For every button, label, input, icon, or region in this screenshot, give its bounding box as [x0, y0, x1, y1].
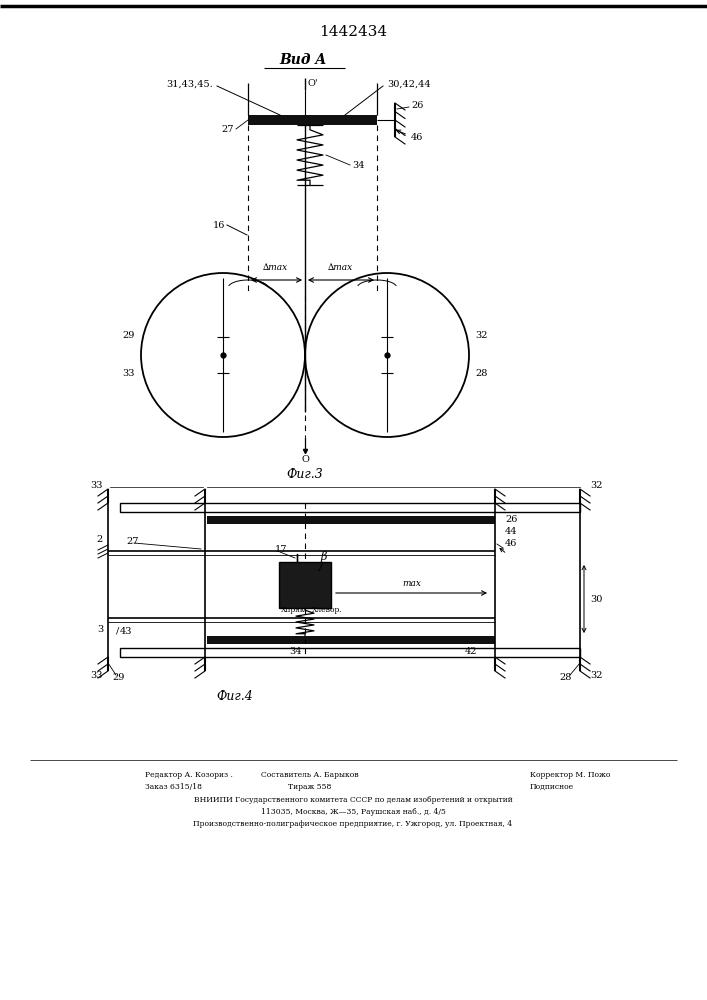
Text: Производственно-полиграфическое предприятие, г. Ужгород, ул. Проектная, 4: Производственно-полиграфическое предприя… — [194, 820, 513, 828]
Bar — [207, 636, 495, 644]
Text: 33: 33 — [122, 368, 135, 377]
Text: 42: 42 — [465, 648, 477, 656]
Bar — [120, 503, 580, 512]
Text: ∆max: ∆max — [262, 263, 288, 272]
Text: О: О — [301, 454, 309, 464]
Text: 33: 33 — [90, 670, 103, 680]
Text: 26: 26 — [505, 516, 518, 524]
Text: Вид A: Вид A — [279, 53, 327, 67]
Text: 28: 28 — [560, 672, 572, 682]
Text: Заказ 6315/18: Заказ 6315/18 — [145, 783, 202, 791]
Text: ВНИИПИ Государственного комитета СССР по делам изобретений и открытий: ВНИИПИ Государственного комитета СССР по… — [194, 796, 513, 804]
Text: 34: 34 — [352, 160, 365, 169]
Text: 44: 44 — [505, 528, 518, 536]
Text: 17: 17 — [275, 546, 288, 554]
Text: 3: 3 — [97, 626, 103, 635]
Text: 26: 26 — [411, 101, 423, 109]
Text: max: max — [402, 578, 421, 587]
Text: Составитель А. Барыков: Составитель А. Барыков — [261, 771, 359, 779]
Text: Тираж 558: Тираж 558 — [288, 783, 332, 791]
Bar — [279, 562, 331, 608]
Text: β: β — [320, 552, 327, 562]
Text: 29: 29 — [112, 672, 124, 682]
Text: 27: 27 — [221, 124, 234, 133]
Text: Редактор А. Козориз .: Редактор А. Козориз . — [145, 771, 233, 779]
Text: Фиг.4: Фиг.4 — [216, 690, 253, 704]
Text: 2: 2 — [97, 534, 103, 544]
Text: О': О' — [307, 80, 317, 89]
Text: Корректор М. Пожо: Корректор М. Пожо — [530, 771, 610, 779]
Text: 46: 46 — [505, 540, 518, 548]
Text: Фиг.3: Фиг.3 — [286, 468, 323, 482]
Text: 16: 16 — [213, 221, 225, 230]
Text: 30: 30 — [590, 594, 602, 603]
Text: 33: 33 — [90, 481, 103, 489]
Text: 29: 29 — [122, 330, 135, 340]
Text: 31,43,45.: 31,43,45. — [166, 80, 213, 89]
Text: 27: 27 — [126, 536, 139, 546]
Text: 34: 34 — [288, 648, 301, 656]
Text: 32: 32 — [475, 330, 488, 340]
Text: 43: 43 — [120, 628, 132, 637]
Bar — [120, 648, 580, 657]
Text: Подписное: Подписное — [530, 783, 574, 791]
Text: Хлевор.: Хлевор. — [312, 606, 342, 614]
Text: 1442434: 1442434 — [319, 25, 387, 39]
Text: 46: 46 — [411, 132, 423, 141]
Text: 32: 32 — [590, 481, 602, 489]
Text: /: / — [116, 626, 119, 636]
Text: ∆max: ∆max — [327, 263, 353, 272]
Text: 32: 32 — [590, 670, 602, 680]
Bar — [207, 516, 495, 524]
Text: Хпряк: Хпряк — [281, 606, 305, 614]
Text: 28: 28 — [475, 368, 487, 377]
Text: 113035, Москва, Ж—35, Раушская наб., д. 4/5: 113035, Москва, Ж—35, Раушская наб., д. … — [261, 808, 445, 816]
Text: 30,42,44: 30,42,44 — [387, 80, 431, 89]
Bar — [248, 115, 377, 125]
